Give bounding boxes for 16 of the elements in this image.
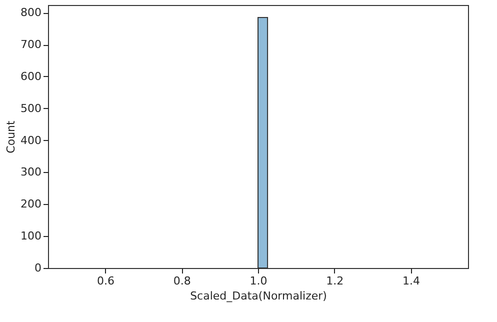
y-tick-label: 0 [34,262,42,274]
y-tick-label: 600 [20,70,42,83]
x-tick-label: 0.8 [173,274,191,288]
y-tick-label: 500 [20,102,42,115]
y-axis-title: Count [4,120,18,154]
y-tick-label: 400 [20,134,42,147]
y-tick-label: 100 [20,230,42,243]
y-tick-label: 800 [20,6,42,20]
y-tick-label: 700 [20,38,42,52]
x-tick-label: 1.4 [402,274,420,288]
x-axis-title: Scaled_Data(Normalizer) [190,290,327,302]
x-tick-label: 0.6 [97,274,115,288]
y-tick-label: 200 [20,198,42,211]
x-tick-label: 1.2 [326,274,344,288]
x-tick-label: 1.0 [250,274,268,288]
y-tick-label: 300 [20,166,42,179]
